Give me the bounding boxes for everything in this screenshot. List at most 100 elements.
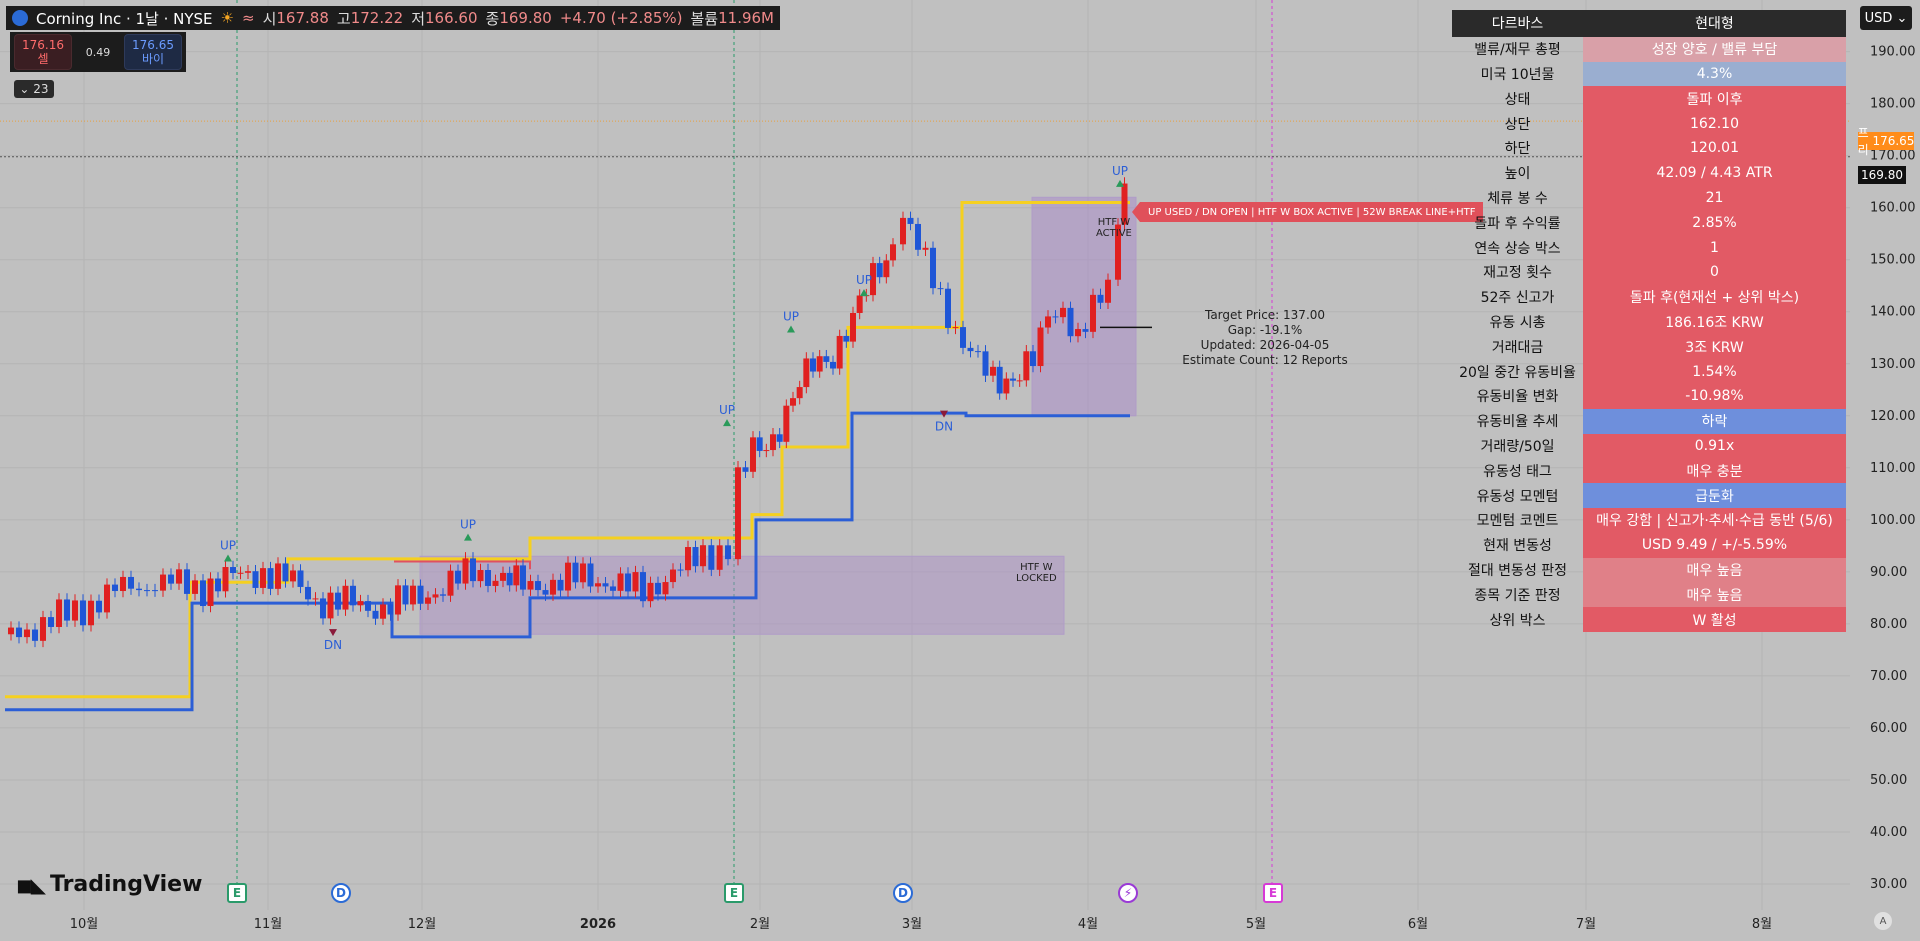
dashboard-row: 상단 162.10 — [1452, 111, 1846, 136]
red-box-line — [394, 560, 531, 570]
candle — [843, 335, 850, 342]
candle — [290, 570, 296, 582]
candle — [357, 601, 364, 606]
dividend-icon[interactable]: D — [893, 883, 913, 903]
signal-label: DN — [324, 638, 342, 652]
signal-label: UP — [719, 403, 735, 417]
candle — [200, 580, 206, 607]
htf-locked-box — [419, 555, 1065, 635]
up-arrow-icon — [224, 554, 232, 562]
candle — [64, 599, 70, 621]
candle — [662, 582, 669, 595]
candle — [160, 574, 166, 591]
open-label: 시 — [262, 9, 277, 28]
candle — [725, 545, 731, 560]
y-tick-label: 170.00 — [1870, 149, 1916, 164]
candle — [850, 312, 856, 342]
dashboard-value: 돌파 후(현재선 + 상위 박스) — [1583, 284, 1846, 310]
auto-scale-button[interactable]: A — [1874, 912, 1892, 930]
candle — [776, 434, 783, 442]
candle — [184, 569, 190, 594]
candle — [1090, 294, 1096, 332]
estimate-count: Estimate Count: 12 Reports — [1182, 353, 1348, 367]
candle — [982, 351, 989, 376]
candle — [542, 590, 549, 595]
target-updated: Updated: 2026-04-05 — [1200, 338, 1330, 352]
down-arrow-icon — [940, 410, 948, 418]
dashboard-row: 52주 신고가 돌파 후(현재선 + 상위 박스) — [1452, 284, 1846, 310]
candle — [915, 223, 921, 250]
dashboard-key: 종목 기준 판정 — [1474, 587, 1561, 604]
signal-label: UP — [460, 518, 476, 532]
candle — [735, 467, 741, 560]
last-price-tag: 169.80 — [1858, 166, 1906, 184]
candle — [440, 594, 446, 596]
earnings-icon[interactable]: E — [227, 883, 247, 903]
candle — [485, 570, 491, 586]
dashboard-value: 0.91x — [1583, 433, 1846, 459]
x-tick-label: 12월 — [408, 917, 437, 932]
symbol-title[interactable]: Corning Inc · 1날 · NYSE — [36, 9, 213, 28]
dashboard-key: 높이 — [1504, 166, 1531, 183]
y-tick-label: 60.00 — [1870, 721, 1907, 736]
earnings-icon[interactable]: E — [724, 883, 744, 903]
candle — [1097, 294, 1104, 303]
candle — [96, 600, 102, 613]
candle — [975, 351, 981, 353]
dashboard-row: 높이 42.09 / 4.43 ATR — [1452, 160, 1846, 186]
signal-label: UP — [856, 273, 872, 287]
currency-select[interactable]: USD ⌄ — [1860, 6, 1912, 30]
candle — [870, 263, 876, 296]
buy-button[interactable]: 176.65 바이 — [124, 34, 182, 70]
volume-label: 볼륨 — [690, 9, 719, 28]
candle — [275, 563, 281, 589]
x-tick-label: 5월 — [1246, 917, 1266, 932]
dashboard-value: 2.85% — [1583, 210, 1846, 236]
candle — [587, 563, 594, 587]
candle — [24, 629, 30, 638]
candle — [763, 450, 770, 452]
y-tick-label: 120.00 — [1870, 409, 1916, 424]
dashboard-row: 미국 10년물 4.3% — [1452, 61, 1846, 87]
signal-label: UP — [220, 538, 236, 552]
dashboard-key: 유동비율 추세 — [1476, 414, 1559, 431]
sell-label: 셀 — [37, 52, 49, 66]
indicator-toggle[interactable]: ⌄ 23 — [14, 80, 54, 98]
candle — [1016, 380, 1023, 382]
x-tick-label: 4월 — [1078, 917, 1098, 932]
dashboard-key: 유동성 태그 — [1483, 463, 1552, 480]
wave-icon: ≈ — [242, 9, 255, 27]
candle — [1060, 307, 1066, 318]
candle — [816, 356, 823, 372]
candle — [477, 570, 484, 582]
dashboard-row: 현재 변동성 USD 9.49 / +/-5.59% — [1452, 532, 1846, 558]
y-tick-label: 70.00 — [1870, 669, 1907, 684]
y-tick-label: 30.00 — [1870, 877, 1907, 892]
candle — [56, 599, 62, 627]
dashboard-row: 상태 돌파 이후 — [1452, 86, 1846, 112]
candle — [245, 571, 251, 573]
dashboard-value: 매우 높음 — [1583, 582, 1846, 608]
brand-logo[interactable]: ◼◣ TradingView — [16, 872, 202, 897]
dashboard-key: 유동비율 변화 — [1476, 389, 1559, 406]
y-tick-label: 50.00 — [1870, 773, 1907, 788]
sell-button[interactable]: 176.16 셀 — [14, 34, 72, 70]
flash-icon[interactable]: ⚡ — [1118, 883, 1138, 903]
htf-active-label: HTF W ACTIVE — [1096, 217, 1132, 239]
dashboard-key: 연속 상승 박스 — [1474, 240, 1561, 257]
candle — [320, 598, 326, 619]
dashboard-value: 매우 강함 | 신고가·추세·수급 동반 (5/6) — [1583, 507, 1846, 533]
candle — [823, 356, 830, 362]
candle — [88, 600, 94, 626]
dashboard-value: 42.09 / 4.43 ATR — [1583, 160, 1846, 186]
dividend-icon[interactable]: D — [331, 883, 351, 903]
candle — [417, 585, 424, 604]
dashboard-row: 하단 120.01 — [1452, 135, 1846, 161]
quote-panel: 176.16 셀 0.49 176.65 바이 — [10, 32, 186, 72]
candle — [527, 581, 534, 590]
candle — [900, 217, 906, 245]
earnings-icon[interactable]: E — [1263, 883, 1283, 903]
candle — [492, 580, 499, 586]
candle — [1121, 183, 1128, 225]
